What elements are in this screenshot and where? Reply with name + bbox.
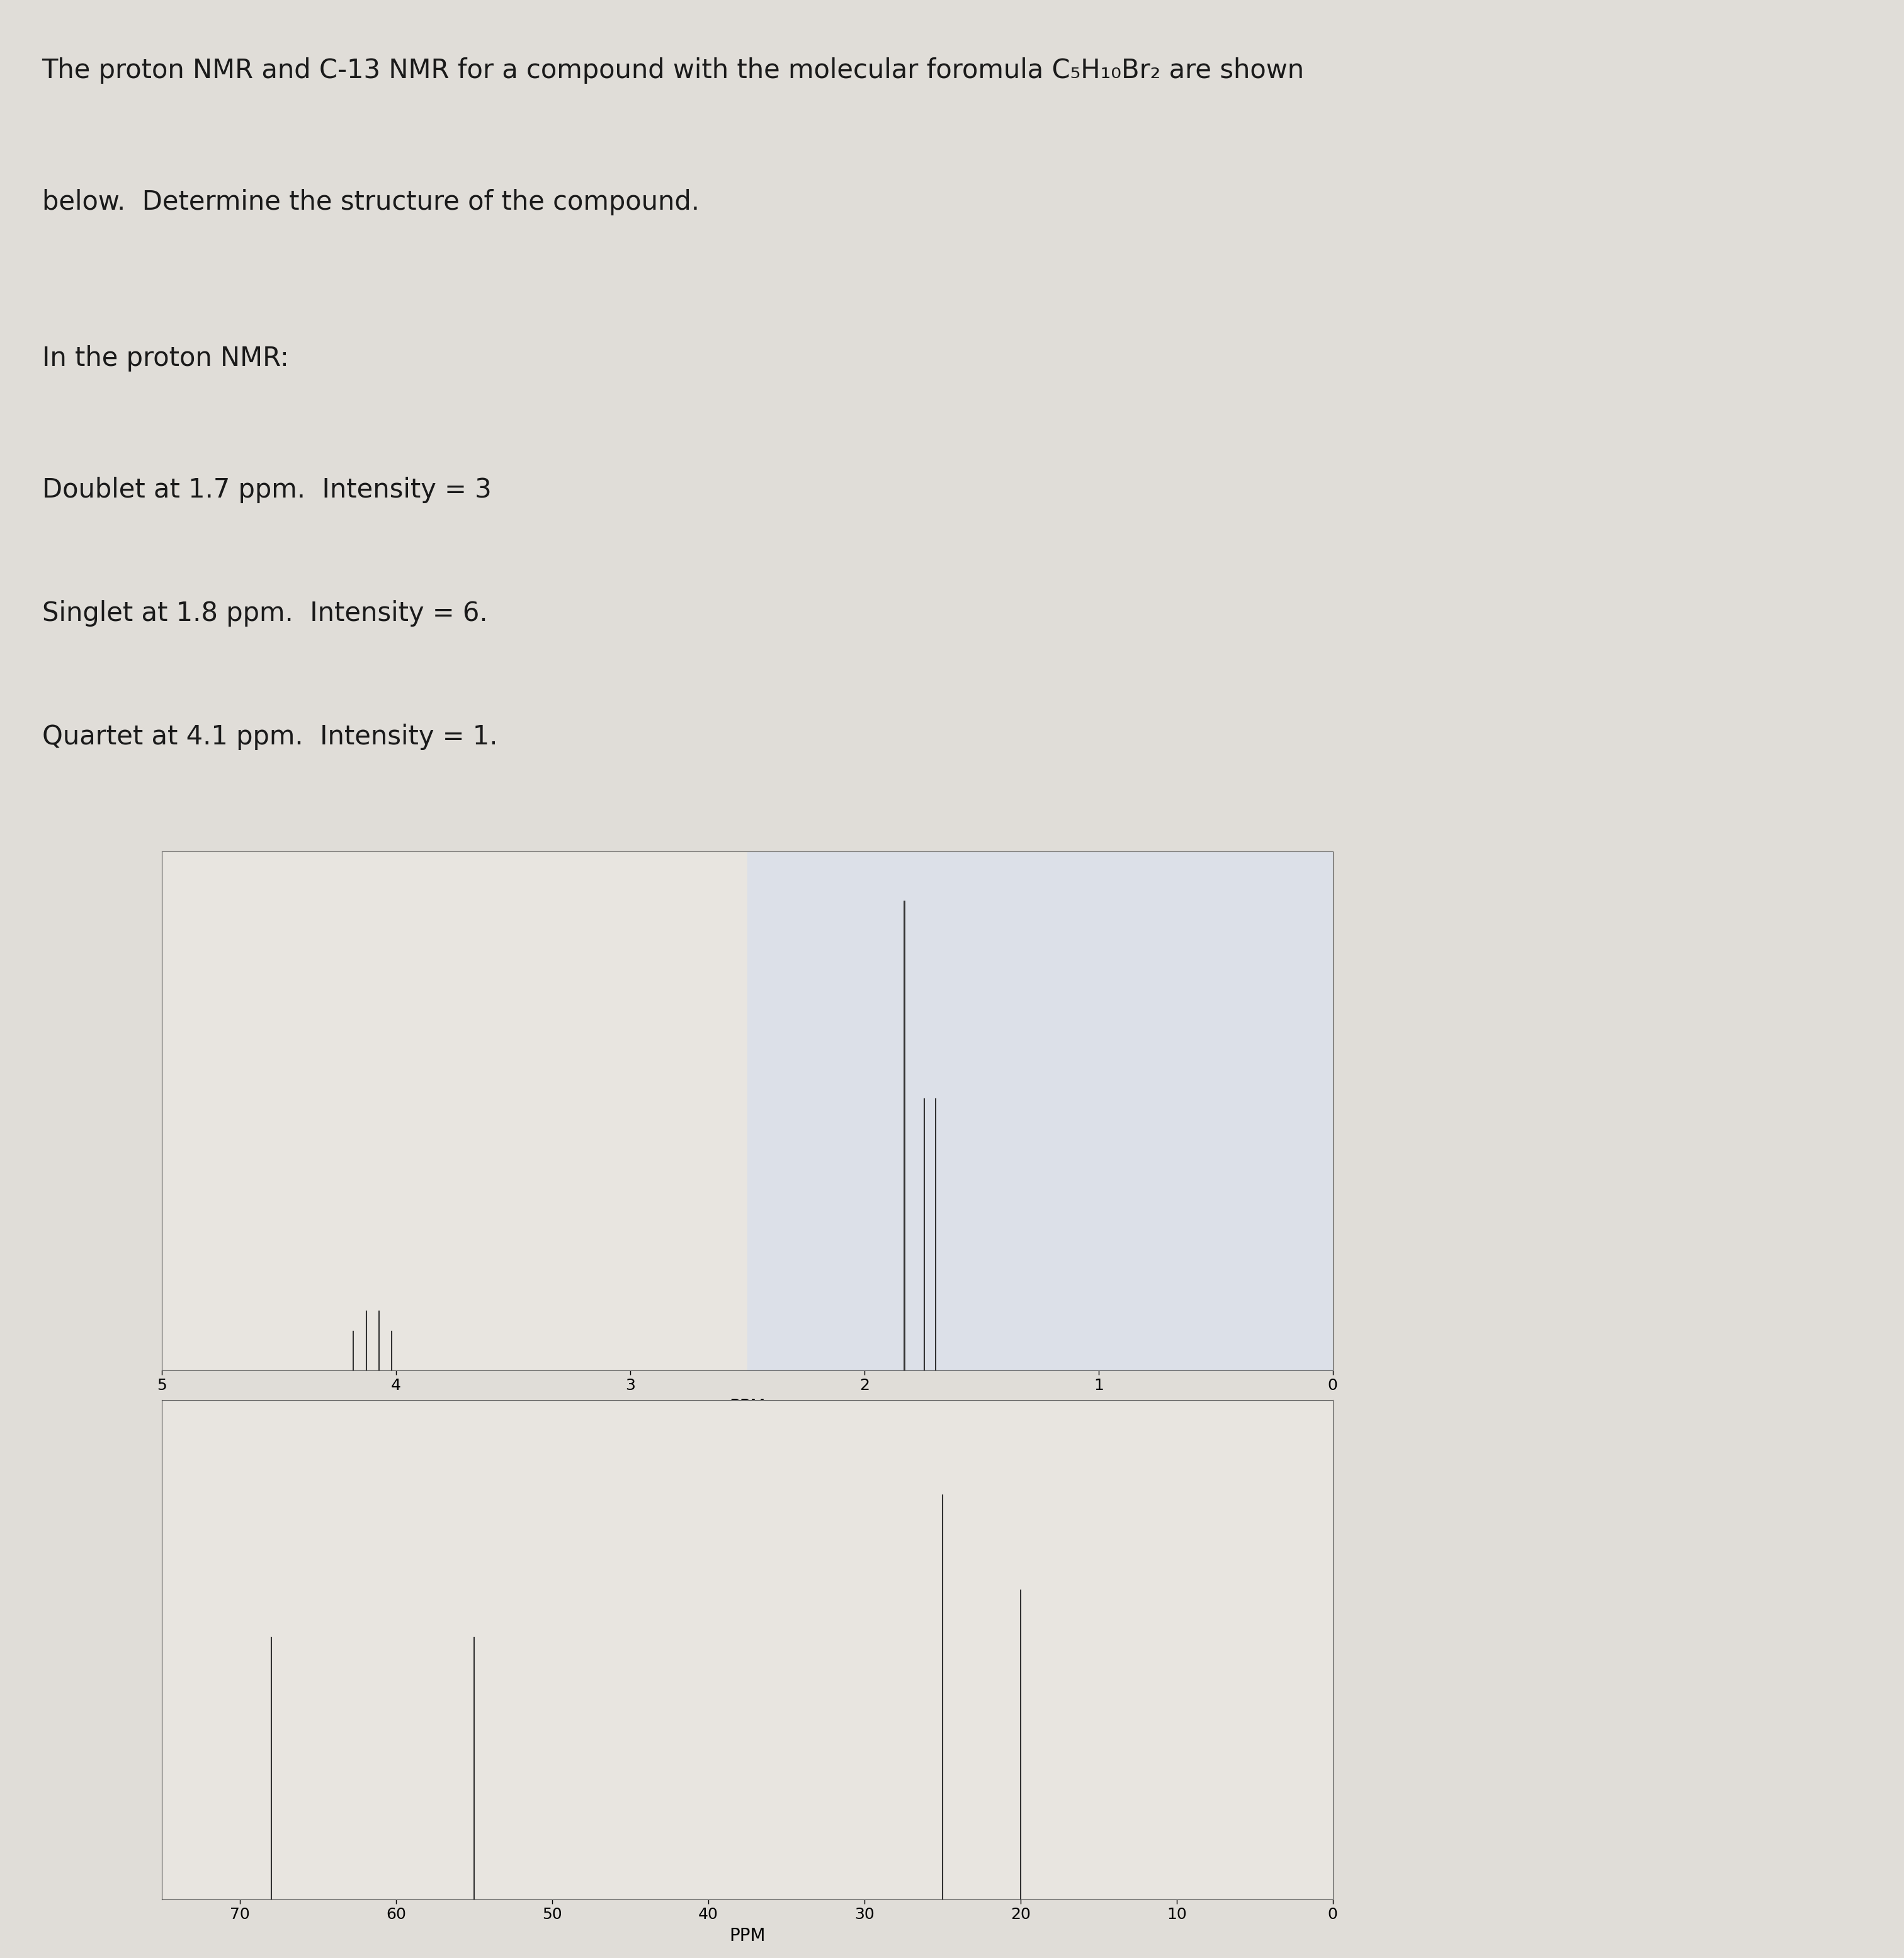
X-axis label: PPM: PPM	[729, 1927, 765, 1944]
Text: In the proton NMR:: In the proton NMR:	[42, 345, 289, 372]
Text: below.  Determine the structure of the compound.: below. Determine the structure of the co…	[42, 190, 699, 215]
Text: Doublet at 1.7 ppm.  Intensity = 3: Doublet at 1.7 ppm. Intensity = 3	[42, 478, 491, 503]
Text: Quartet at 4.1 ppm.  Intensity = 1.: Quartet at 4.1 ppm. Intensity = 1.	[42, 724, 497, 750]
Text: Singlet at 1.8 ppm.  Intensity = 6.: Singlet at 1.8 ppm. Intensity = 6.	[42, 601, 487, 627]
X-axis label: PPM: PPM	[729, 1398, 765, 1416]
Bar	[746, 852, 1333, 1371]
Text: The proton NMR and C-13 NMR for a compound with the molecular foromula C₅H₁₀Br₂ : The proton NMR and C-13 NMR for a compou…	[42, 57, 1304, 84]
